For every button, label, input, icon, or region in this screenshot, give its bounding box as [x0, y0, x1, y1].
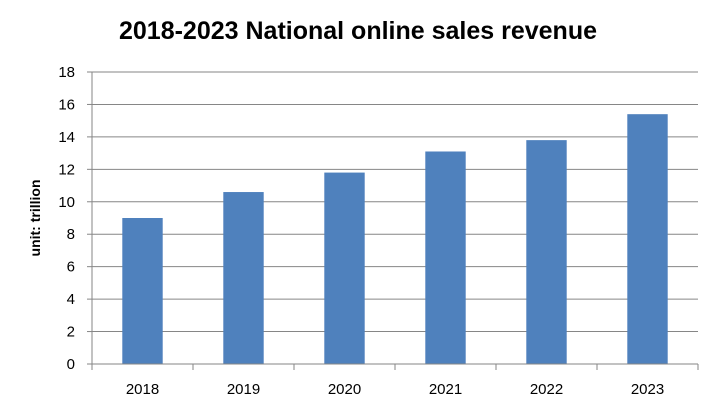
gridlines [92, 71, 698, 333]
bar-2021 [425, 151, 466, 364]
bar-2019 [223, 192, 264, 364]
x-tick-label: 2020 [328, 381, 361, 398]
y-tick-label: 12 [58, 161, 75, 178]
axes [91, 72, 698, 365]
x-tick-label: 2023 [631, 381, 664, 398]
x-tick-label: 2022 [530, 381, 563, 398]
y-tick-label: 2 [67, 324, 75, 341]
x-tick-label: 2018 [126, 381, 159, 398]
y-tick-label: 18 [58, 64, 75, 81]
bars [122, 114, 668, 364]
x-tick-label: 2021 [429, 381, 462, 398]
x-tick-label: 2019 [227, 381, 260, 398]
y-axis-ticks: 0 2 4 6 8 10 12 14 16 18 [58, 64, 92, 373]
y-tick-label: 0 [67, 356, 75, 373]
y-tick-label: 14 [58, 129, 75, 146]
y-tick-label: 8 [67, 226, 75, 243]
bar-2020 [324, 172, 365, 364]
y-tick-label: 16 [58, 96, 75, 113]
y-axis-label: unit: trillion [27, 180, 43, 257]
bar-2018 [122, 218, 163, 364]
y-tick-label: 10 [58, 194, 75, 211]
bar-2022 [526, 140, 567, 364]
chart-title: 2018-2023 National online sales revenue [119, 17, 597, 45]
x-axis-ticks: 2018 2019 2020 2021 2022 2023 [91, 364, 699, 398]
bar-2023 [627, 114, 668, 364]
y-tick-label: 6 [67, 259, 75, 276]
y-tick-label: 4 [67, 291, 75, 308]
